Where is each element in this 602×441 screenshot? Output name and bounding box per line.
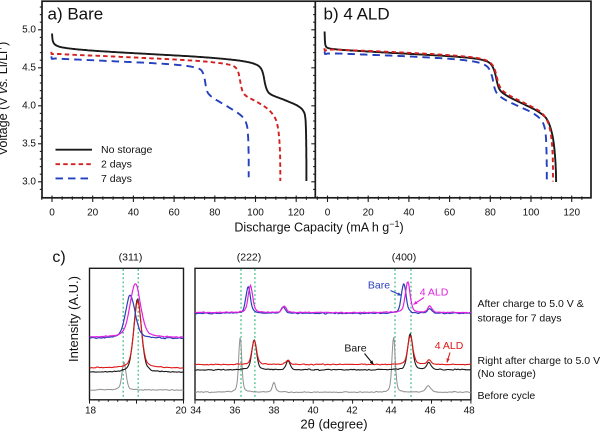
svg-text:(400): (400) (392, 252, 417, 264)
svg-text:(311): (311) (119, 252, 143, 264)
svg-text:2θ (degree): 2θ (degree) (300, 417, 367, 432)
svg-text:18: 18 (85, 406, 97, 417)
svg-text:48: 48 (464, 406, 476, 417)
svg-text:b) 4 ALD: b) 4 ALD (324, 5, 390, 24)
svg-text:Intensity (A.U.): Intensity (A.U.) (66, 276, 81, 362)
svg-text:40: 40 (128, 208, 140, 219)
svg-text:120: 120 (288, 208, 305, 219)
svg-text:(222): (222) (237, 252, 262, 264)
svg-text:Before cycle: Before cycle (478, 390, 536, 402)
svg-text:4.5: 4.5 (22, 63, 36, 74)
svg-text:4 ALD: 4 ALD (420, 287, 449, 299)
svg-text:(No storage): (No storage) (478, 368, 536, 380)
svg-text:3.0: 3.0 (22, 177, 36, 188)
svg-text:7 days: 7 days (101, 173, 132, 185)
svg-text:20: 20 (87, 208, 99, 219)
svg-text:42: 42 (346, 406, 358, 417)
svg-text:36: 36 (229, 406, 241, 417)
svg-text:40: 40 (403, 208, 415, 219)
svg-text:80: 80 (485, 208, 497, 219)
svg-text:c): c) (52, 249, 65, 266)
svg-text:4.0: 4.0 (22, 101, 36, 112)
svg-text:No storage: No storage (101, 144, 153, 156)
svg-text:4 ALD: 4 ALD (435, 340, 464, 352)
svg-text:0: 0 (49, 208, 55, 219)
svg-text:46: 46 (425, 406, 437, 417)
svg-text:a) Bare: a) Bare (48, 5, 104, 24)
svg-text:2 days: 2 days (101, 159, 132, 171)
svg-text:After charge to 5.0 V &: After charge to 5.0 V & (478, 298, 584, 310)
svg-text:60: 60 (444, 208, 456, 219)
svg-text:Bare: Bare (368, 280, 390, 292)
svg-text:34: 34 (190, 406, 202, 417)
svg-text:5.0: 5.0 (22, 25, 36, 36)
svg-text:60: 60 (169, 208, 181, 219)
svg-text:Right after charge to 5.0 V: Right after charge to 5.0 V (478, 355, 601, 367)
svg-text:80: 80 (209, 208, 221, 219)
svg-text:100: 100 (247, 208, 264, 219)
svg-text:44: 44 (386, 406, 398, 417)
svg-text:20: 20 (363, 208, 375, 219)
svg-text:0: 0 (325, 208, 331, 219)
svg-text:3.5: 3.5 (22, 139, 36, 150)
svg-text:20: 20 (175, 406, 187, 417)
svg-text:38: 38 (268, 406, 280, 417)
svg-text:Bare: Bare (344, 343, 366, 355)
svg-text:120: 120 (563, 208, 580, 219)
svg-text:40: 40 (307, 406, 319, 417)
svg-text:storage for 7 days: storage for 7 days (478, 313, 562, 325)
svg-text:Voltage (V vs. Li/Li+): Voltage (V vs. Li/Li+) (0, 42, 10, 156)
svg-text:Discharge Capacity (mA h g−1): Discharge Capacity (mA h g−1) (234, 219, 403, 235)
svg-text:100: 100 (523, 208, 540, 219)
